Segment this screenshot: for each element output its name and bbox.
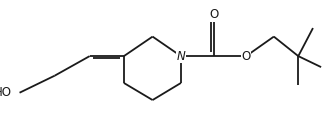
Text: O: O xyxy=(242,50,251,63)
Text: HO: HO xyxy=(0,86,11,99)
Text: O: O xyxy=(209,8,218,21)
Text: N: N xyxy=(177,50,185,63)
